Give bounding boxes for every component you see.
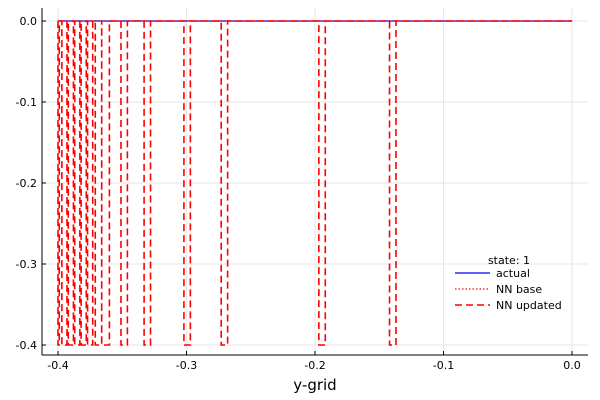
x-ticks: -0.4 -0.3 -0.2 -0.1 0.0 [47,351,581,372]
legend-label-nn-updated: NN updated [496,299,562,312]
y-tick-label: 0.0 [20,15,38,28]
x-tick-label: -0.1 [433,359,454,372]
x-tick-label: -0.4 [47,359,68,372]
legend-label-actual: actual [496,267,530,280]
series [57,20,572,346]
legend: state: 1 actual NN base NN updated [455,254,562,312]
x-tick-label: -0.2 [304,359,325,372]
y-ticks: 0.0 -0.1 -0.2 -0.3 -0.4 [16,15,46,352]
y-tick-label: -0.4 [16,339,37,352]
legend-label-nn-base: NN base [496,283,542,296]
x-tick-label: -0.3 [176,359,197,372]
legend-title: state: 1 [488,254,530,267]
y-tick-label: -0.2 [16,177,37,190]
y-tick-label: -0.1 [16,96,37,109]
y-tick-label: -0.3 [16,258,37,271]
series-line-nn-updated [57,20,572,346]
x-tick-label: 0.0 [563,359,581,372]
x-axis-title: y-grid [293,376,336,394]
